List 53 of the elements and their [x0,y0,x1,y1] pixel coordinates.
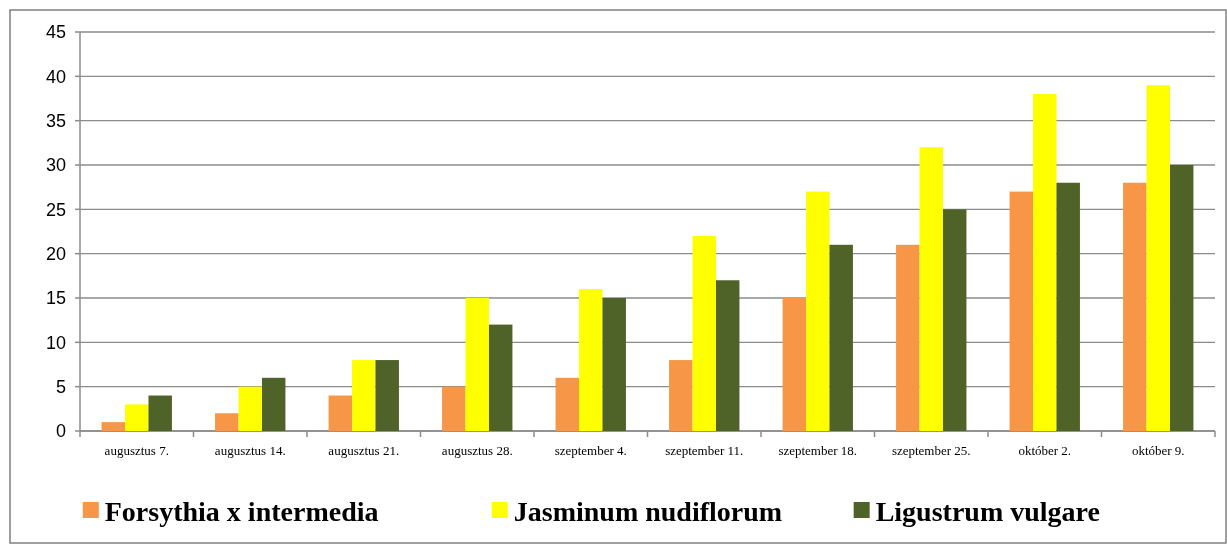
bar [352,360,376,431]
y-tick-label: 35 [45,110,66,131]
bar [442,386,466,431]
bar [692,235,716,431]
bar [1123,182,1147,431]
bar [896,244,920,431]
y-tick-label: 25 [45,199,66,220]
bar [919,147,943,431]
bar [1146,85,1170,431]
bar [1056,182,1080,431]
y-tick-label: 45 [45,22,66,43]
bar [465,298,489,431]
y-tick-label: 5 [55,376,66,397]
legend-label: Forsythia x intermedia [104,495,379,527]
x-tick-label: szeptember 4. [554,443,627,458]
bar [782,298,807,431]
bar [669,360,693,431]
y-tick-label: 30 [45,155,66,176]
bar [602,298,626,431]
bar [579,289,603,431]
bar [375,360,399,431]
x-tick-label: augusztus 28. [441,443,513,458]
y-tick-label: 0 [55,421,66,442]
bar [238,386,262,431]
bar [715,280,740,431]
x-tick-label: augusztus 7. [104,443,169,458]
y-tick-label: 15 [45,288,66,309]
bar [942,209,967,431]
legend-label: Jasminum nudiflorum [513,495,783,527]
x-tick-label: október 9. [1131,443,1185,458]
bar [1169,165,1194,431]
x-tick-label: szeptember 18. [778,443,858,458]
y-tick-label: 10 [45,332,66,353]
bar [148,395,172,431]
bar [555,377,580,431]
bar [1033,94,1057,431]
bar [806,191,830,431]
legend-label: Ligustrum vulgare [875,495,1100,527]
bar [261,377,286,431]
bar [215,413,239,431]
x-tick-label: október 2. [1018,443,1072,458]
x-tick-label: szeptember 11. [665,443,744,458]
bar [1009,191,1034,431]
bar [488,324,513,431]
y-tick-label: 40 [45,66,66,87]
bar [101,422,126,431]
x-tick-label: szeptember 25. [891,443,971,458]
bar [328,395,353,431]
bar [829,244,853,431]
x-tick-label: augusztus 21. [328,443,400,458]
bar [125,404,149,431]
y-tick-label: 20 [45,243,66,264]
x-tick-label: augusztus 14. [214,443,286,458]
